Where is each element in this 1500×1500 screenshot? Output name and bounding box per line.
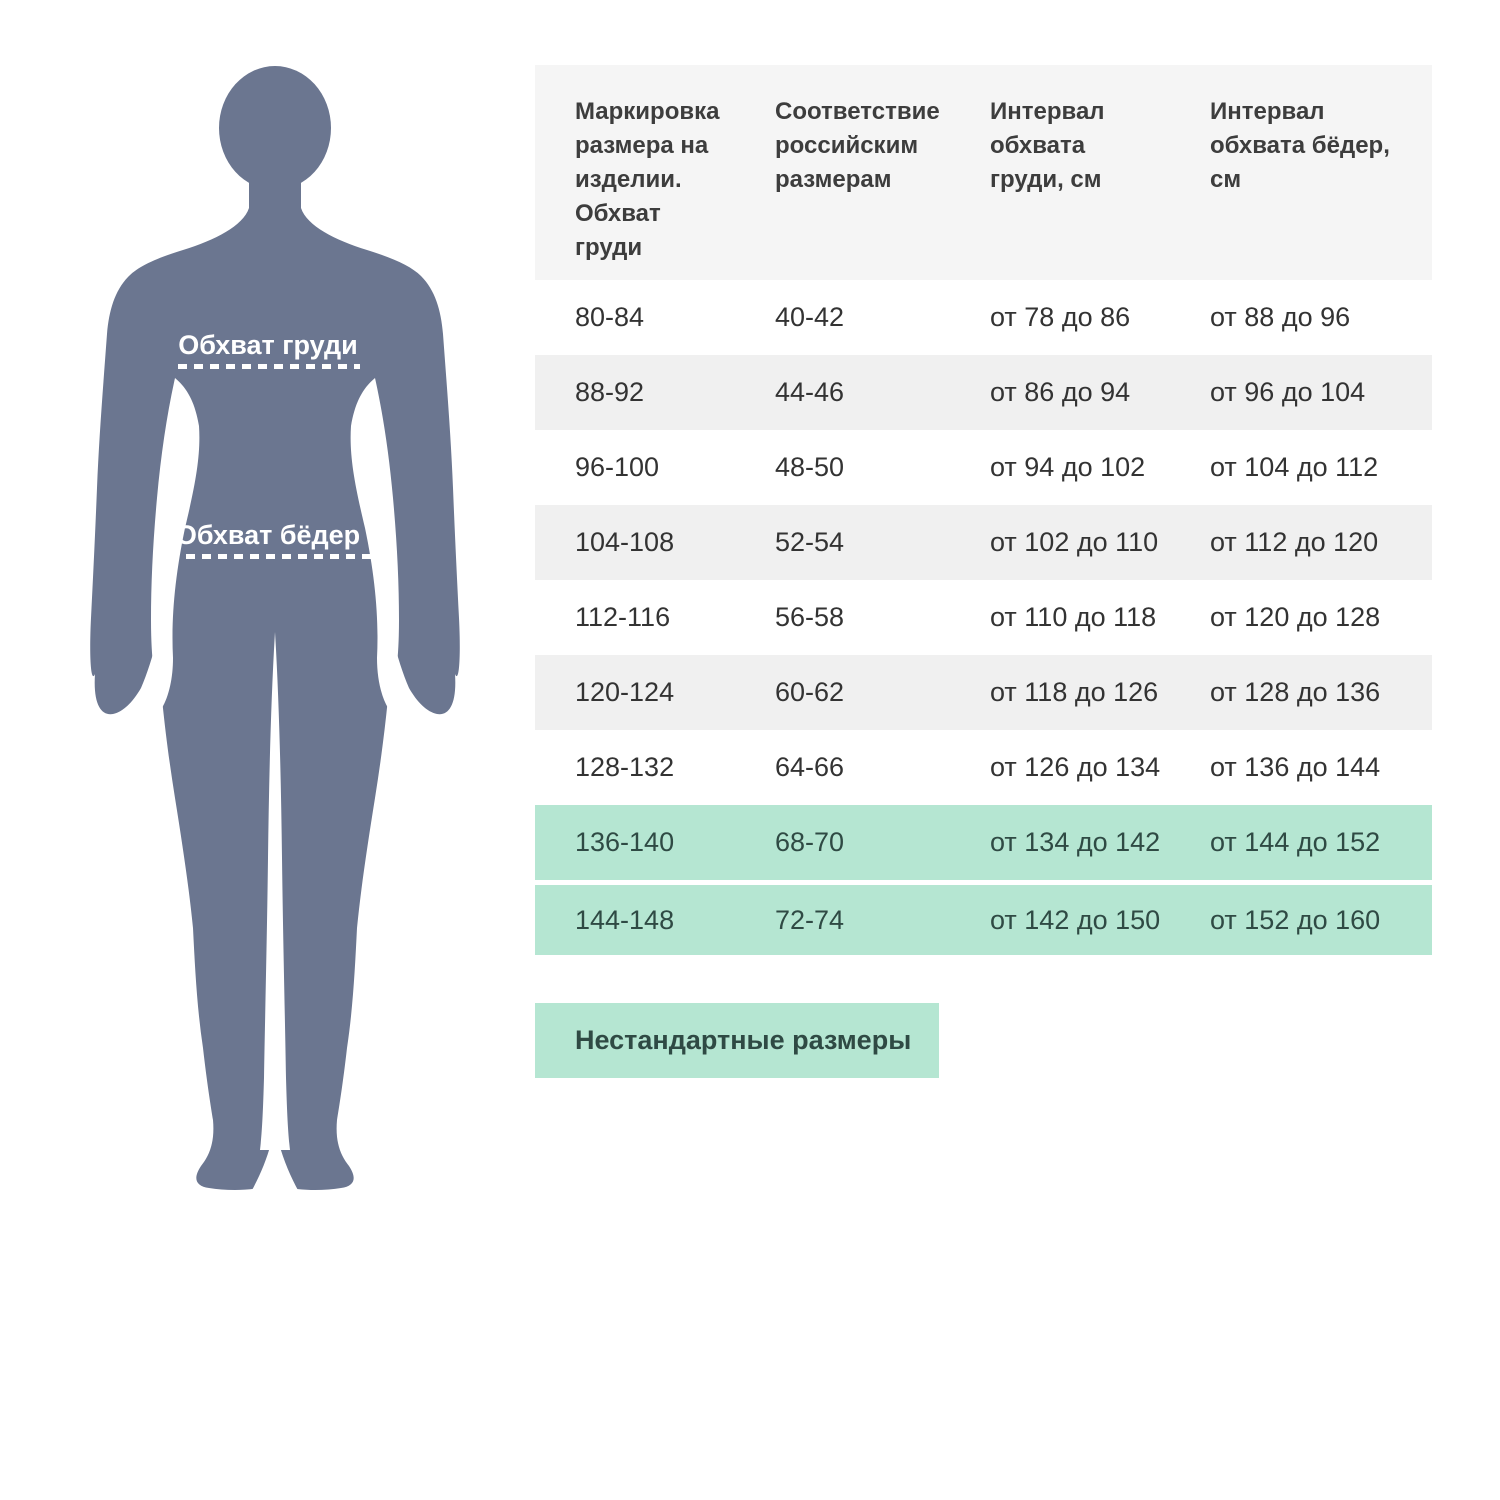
cell-chest: от 134 до 142 (990, 827, 1161, 857)
column-header-marking: Маркировка размера на изделии. Обхват гр… (575, 98, 720, 261)
body-silhouette: Обхват груди Обхват бёдер (65, 58, 485, 1198)
cell-ru-size: 40-42 (775, 302, 845, 332)
table-row: 104-108 52-54 от 102 до 110 от 112 до 12… (535, 505, 1432, 580)
cell-chest: от 86 до 94 (990, 377, 1131, 407)
feet-gap (251, 1126, 299, 1192)
chest-dashed-line (178, 364, 360, 369)
nonstandard-sizes-legend: Нестандартные размеры (535, 1003, 939, 1078)
cell-chest: от 142 до 150 (990, 904, 1161, 935)
cell-hips: от 144 до 152 (1210, 827, 1381, 857)
cell-hips: от 96 до 104 (1210, 377, 1366, 407)
cell-ru-size: 68-70 (775, 827, 845, 857)
legend-label: Нестандартные размеры (575, 1025, 912, 1055)
column-header-hips-range: Интервал обхвата бёдер, см (1210, 98, 1390, 193)
cell-hips: от 152 до 160 (1210, 904, 1381, 935)
cell-marking: 104-108 (575, 527, 675, 557)
cell-chest: от 94 до 102 (990, 452, 1146, 482)
cell-hips: от 120 до 128 (1210, 602, 1381, 632)
cell-ru-size: 56-58 (775, 602, 845, 632)
column-header-russian-size: Соответствие российским размерам (775, 98, 940, 193)
table-row: 112-116 56-58 от 110 до 118 от 120 до 12… (535, 580, 1432, 655)
cell-hips: от 112 до 120 (1210, 527, 1379, 557)
cell-hips: от 88 до 96 (1210, 302, 1351, 332)
cell-marking: 88-92 (575, 377, 645, 407)
cell-marking: 144-148 (575, 904, 675, 935)
cell-ru-size: 64-66 (775, 752, 845, 782)
cell-chest: от 102 до 110 (990, 527, 1159, 557)
column-header-chest-range: Интервал обхвата груди, см (990, 98, 1105, 193)
cell-marking: 128-132 (575, 752, 675, 782)
hips-dashed-line (154, 554, 378, 559)
cell-hips: от 136 до 144 (1210, 752, 1381, 782)
size-table: Маркировка размера на изделии. Обхват гр… (535, 65, 1432, 955)
table-row-nonstandard: 136-140 68-70 от 134 до 142 от 144 до 15… (535, 805, 1432, 880)
table-row: 88-92 44-46 от 86 до 94 от 96 до 104 (535, 355, 1432, 430)
cell-chest: от 118 до 126 (990, 677, 1159, 707)
cell-marking: 112-116 (575, 602, 671, 632)
right-arm-gap (350, 378, 399, 708)
cell-marking: 80-84 (575, 302, 645, 332)
cell-ru-size: 72-74 (775, 904, 845, 935)
table-header: Маркировка размера на изделии. Обхват гр… (535, 65, 1432, 280)
cell-ru-size: 48-50 (775, 452, 845, 482)
cell-chest: от 78 до 86 (990, 302, 1131, 332)
table-row: 128-132 64-66 от 126 до 134 от 136 до 14… (535, 730, 1432, 805)
hips-measure-label: Обхват бёдер (175, 520, 361, 550)
chest-measure-label: Обхват груди (178, 330, 358, 360)
cell-marking: 96-100 (575, 452, 660, 482)
cell-marking: 120-124 (575, 677, 675, 707)
table-row: 80-84 40-42 от 78 до 86 от 88 до 96 (535, 280, 1432, 355)
cell-chest: от 126 до 134 (990, 752, 1161, 782)
cell-hips: от 104 до 112 (1210, 452, 1379, 482)
cell-ru-size: 44-46 (775, 377, 845, 407)
silhouette-head (219, 66, 331, 190)
cell-ru-size: 60-62 (775, 677, 845, 707)
left-arm-gap (151, 378, 200, 708)
table-row: 96-100 48-50 от 94 до 102 от 104 до 112 (535, 430, 1432, 505)
table-row: 120-124 60-62 от 118 до 126 от 128 до 13… (535, 655, 1432, 730)
leg-gap (260, 632, 290, 1150)
cell-marking: 136-140 (575, 827, 675, 857)
cell-hips: от 128 до 136 (1210, 677, 1381, 707)
body-silhouette-graphic (90, 66, 460, 1192)
table-row-nonstandard: 144-148 72-74 от 142 до 150 от 152 до 16… (535, 880, 1432, 955)
cell-ru-size: 52-54 (775, 527, 845, 557)
cell-chest: от 110 до 118 (990, 602, 1157, 632)
